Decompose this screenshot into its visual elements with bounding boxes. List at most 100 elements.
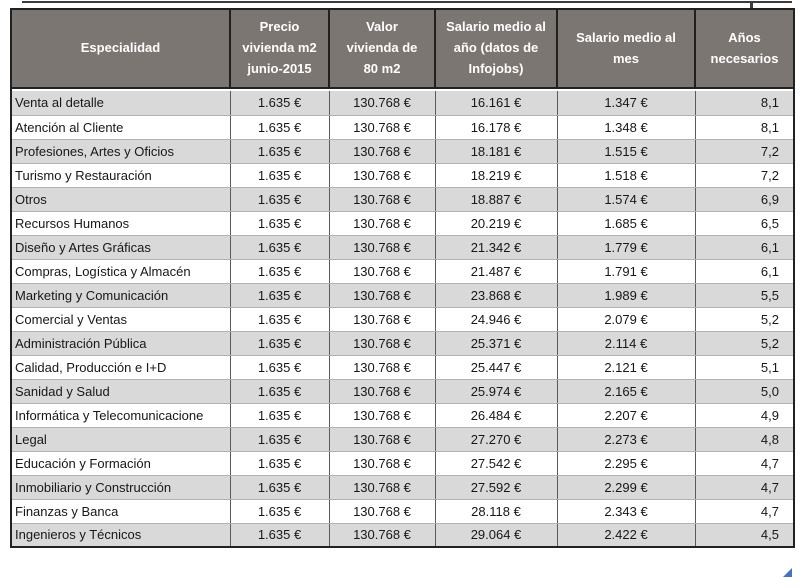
cell-especialidad: Sanidad y Salud xyxy=(11,379,231,404)
cell-salario-medio-anual: 18.219 € xyxy=(435,163,558,188)
cell-valor-vivienda-80m2: 130.768 € xyxy=(329,283,436,308)
cell-especialidad: Legal xyxy=(11,427,231,452)
cell-precio-vivienda-m2: 1.635 € xyxy=(230,331,330,356)
cell-salario-medio-mensual: 1.791 € xyxy=(557,259,696,284)
cell-anios-necesarios: 6,1 xyxy=(695,259,794,284)
cell-especialidad: Turismo y Restauración xyxy=(11,163,231,188)
cell-precio-vivienda-m2: 1.635 € xyxy=(230,235,330,260)
cell-precio-vivienda-m2: 1.635 € xyxy=(230,307,330,332)
cell-precio-vivienda-m2: 1.635 € xyxy=(230,211,330,236)
cell-especialidad: Otros xyxy=(11,187,231,212)
header-cell-especialidad: Especialidad xyxy=(10,8,231,89)
cell-especialidad: Marketing y Comunicación xyxy=(11,283,231,308)
cell-valor-vivienda-80m2: 130.768 € xyxy=(329,427,436,452)
cell-anios-necesarios: 7,2 xyxy=(695,139,794,164)
table-row: Diseño y Artes Gráficas 1.635 €130.768 €2… xyxy=(11,235,794,260)
cell-salario-medio-anual: 21.342 € xyxy=(435,235,558,260)
header-cell-precio-vivienda-m2: Precio vivienda m2 junio-2015 xyxy=(229,8,330,89)
cell-salario-medio-anual: 20.219 € xyxy=(435,211,558,236)
cell-valor-vivienda-80m2: 130.768 € xyxy=(329,259,436,284)
cell-anios-necesarios: 4,7 xyxy=(695,451,794,476)
salary-housing-table: Especialidad Precio vivienda m2 junio-20… xyxy=(10,8,795,548)
cell-valor-vivienda-80m2: 130.768 € xyxy=(329,499,436,524)
cell-anios-necesarios: 8,1 xyxy=(695,91,794,116)
cell-anios-necesarios: 6,1 xyxy=(695,235,794,260)
cell-precio-vivienda-m2: 1.635 € xyxy=(230,355,330,380)
cell-valor-vivienda-80m2: 130.768 € xyxy=(329,403,436,428)
header-body-gap xyxy=(11,88,794,91)
cell-salario-medio-mensual: 2.165 € xyxy=(557,379,696,404)
cell-valor-vivienda-80m2: 130.768 € xyxy=(329,235,436,260)
table-row: Educación y Formación 1.635 €130.768 €27.… xyxy=(11,451,794,476)
cell-valor-vivienda-80m2: 130.768 € xyxy=(329,451,436,476)
cell-valor-vivienda-80m2: 130.768 € xyxy=(329,475,436,500)
cell-especialidad: Venta al detalle xyxy=(11,91,231,116)
cell-anios-necesarios: 4,9 xyxy=(695,403,794,428)
cell-salario-medio-anual: 25.974 € xyxy=(435,379,558,404)
cell-precio-vivienda-m2: 1.635 € xyxy=(230,259,330,284)
cell-precio-vivienda-m2: 1.635 € xyxy=(230,427,330,452)
cell-especialidad: Atención al Cliente xyxy=(11,115,231,140)
cell-precio-vivienda-m2: 1.635 € xyxy=(230,379,330,404)
cell-anios-necesarios: 5,5 xyxy=(695,283,794,308)
cell-valor-vivienda-80m2: 130.768 € xyxy=(329,379,436,404)
cell-salario-medio-mensual: 2.121 € xyxy=(557,355,696,380)
table-row: Inmobiliario y Construcción 1.635 €130.76… xyxy=(11,475,794,500)
cell-especialidad: Ingenieros y Técnicos xyxy=(11,523,231,548)
cell-valor-vivienda-80m2: 130.768 € xyxy=(329,523,436,548)
table-row: Administración Pública 1.635 €130.768 €25… xyxy=(11,331,794,356)
cell-precio-vivienda-m2: 1.635 € xyxy=(230,403,330,428)
cell-valor-vivienda-80m2: 130.768 € xyxy=(329,307,436,332)
cell-anios-necesarios: 6,9 xyxy=(695,187,794,212)
table-header: Especialidad Precio vivienda m2 junio-20… xyxy=(10,8,795,89)
cell-salario-medio-anual: 26.484 € xyxy=(435,403,558,428)
cell-valor-vivienda-80m2: 130.768 € xyxy=(329,139,436,164)
header-cell-salario-medio-mensual: Salario medio al mes xyxy=(556,8,696,89)
table-body: Venta al detalle 1.635 €130.768 €16.161 €… xyxy=(11,88,794,548)
cell-salario-medio-mensual: 1.518 € xyxy=(557,163,696,188)
cell-salario-medio-mensual: 1.347 € xyxy=(557,91,696,116)
cell-precio-vivienda-m2: 1.635 € xyxy=(230,523,330,548)
cell-salario-medio-anual: 23.868 € xyxy=(435,283,558,308)
cell-especialidad: Compras, Logística y Almacén xyxy=(11,259,231,284)
cell-anios-necesarios: 4,7 xyxy=(695,475,794,500)
cell-precio-vivienda-m2: 1.635 € xyxy=(230,115,330,140)
cell-valor-vivienda-80m2: 130.768 € xyxy=(329,115,436,140)
cell-especialidad: Calidad, Producción e I+D xyxy=(11,355,231,380)
table-row: Comercial y Ventas 1.635 €130.768 €24.946… xyxy=(11,307,794,332)
cell-salario-medio-anual: 28.118 € xyxy=(435,499,558,524)
cell-salario-medio-mensual: 2.079 € xyxy=(557,307,696,332)
table-row: Atención al Cliente 1.635 €130.768 €16.17… xyxy=(11,115,794,140)
cell-especialidad: Educación y Formación xyxy=(11,451,231,476)
cell-salario-medio-mensual: 2.299 € xyxy=(557,475,696,500)
cell-precio-vivienda-m2: 1.635 € xyxy=(230,283,330,308)
cell-salario-medio-mensual: 2.114 € xyxy=(557,331,696,356)
table-row: Legal 1.635 €130.768 €27.270 €2.273 €4,8 xyxy=(11,427,794,452)
cell-salario-medio-anual: 25.447 € xyxy=(435,355,558,380)
cropped-text-remnant xyxy=(22,1,792,3)
header-cell-anios-necesarios: Años necesarios xyxy=(694,8,795,89)
table-row: Compras, Logística y Almacén 1.635 €130.7… xyxy=(11,259,794,284)
table-row: Calidad, Producción e I+D 1.635 €130.768 … xyxy=(11,355,794,380)
cell-especialidad: Profesiones, Artes y Oficios xyxy=(11,139,231,164)
cell-anios-necesarios: 4,7 xyxy=(695,499,794,524)
cell-salario-medio-anual: 18.181 € xyxy=(435,139,558,164)
cell-valor-vivienda-80m2: 130.768 € xyxy=(329,163,436,188)
cell-valor-vivienda-80m2: 130.768 € xyxy=(329,187,436,212)
cell-anios-necesarios: 6,5 xyxy=(695,211,794,236)
table-corner-resize-marker xyxy=(783,568,792,577)
table-row: Sanidad y Salud 1.635 €130.768 €25.974 €2… xyxy=(11,379,794,404)
table-row: Venta al detalle 1.635 €130.768 €16.161 €… xyxy=(11,91,794,116)
cell-especialidad: Comercial y Ventas xyxy=(11,307,231,332)
cell-anios-necesarios: 4,5 xyxy=(695,523,794,548)
cell-precio-vivienda-m2: 1.635 € xyxy=(230,475,330,500)
cell-precio-vivienda-m2: 1.635 € xyxy=(230,163,330,188)
cell-anios-necesarios: 5,1 xyxy=(695,355,794,380)
cell-precio-vivienda-m2: 1.635 € xyxy=(230,187,330,212)
table-row: Profesiones, Artes y Oficios 1.635 €130.7… xyxy=(11,139,794,164)
cell-salario-medio-mensual: 1.989 € xyxy=(557,283,696,308)
cell-precio-vivienda-m2: 1.635 € xyxy=(230,451,330,476)
cell-precio-vivienda-m2: 1.635 € xyxy=(230,499,330,524)
cell-salario-medio-mensual: 2.295 € xyxy=(557,451,696,476)
cell-salario-medio-anual: 27.270 € xyxy=(435,427,558,452)
